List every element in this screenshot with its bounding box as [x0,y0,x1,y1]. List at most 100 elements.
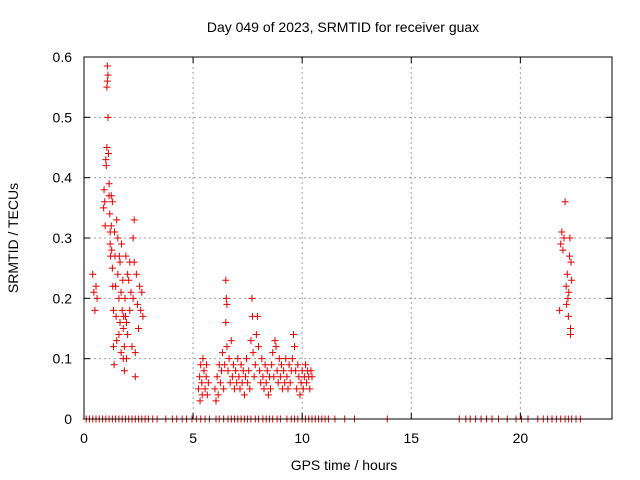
data-point [563,270,571,278]
data-point [560,234,568,242]
data-point [289,331,297,339]
data-point [203,361,211,369]
x-tick-label: 10 [294,430,310,446]
data-point [101,222,109,230]
data-point [220,385,228,393]
data-point [101,198,109,206]
data-point [224,367,232,375]
data-point [286,379,294,387]
y-tick-label: 0.6 [53,49,73,65]
data-point [100,204,108,212]
data-point [237,361,245,369]
data-point [276,373,284,381]
data-point [91,306,99,314]
data-point [556,306,564,314]
data-point [256,367,264,375]
data-point [225,355,233,363]
data-point [308,373,316,381]
data-point [307,367,315,375]
data-point [227,337,235,345]
data-point [115,294,123,302]
data-point [255,343,263,351]
data-point [127,288,135,296]
data-point [561,198,569,206]
data-point [559,246,567,254]
data-point [135,325,143,332]
axis-ticks: 0 0.1 0.2 0.3 0.4 0.5 0.6 0 5 10 15 20 [53,49,612,446]
data-point [107,192,115,200]
data-point [121,312,129,320]
data-point [121,294,129,302]
data-point [565,288,573,296]
data-point [564,294,572,302]
data-point [124,331,132,339]
data-point [106,240,114,248]
data-point [108,198,116,206]
data-point [196,373,204,381]
data-point [112,312,120,320]
data-point [214,391,222,399]
data-point [114,270,122,278]
data-point [275,355,283,363]
data-point [113,216,121,224]
data-point [196,397,204,405]
data-point [306,385,314,393]
x-axis-label: GPS time / hours [291,457,398,473]
data-point [92,282,100,290]
data-point [115,252,123,260]
data-point [245,367,253,375]
data-point [263,367,271,375]
data-point [562,282,570,290]
data-point [119,325,127,332]
data-point [223,300,231,308]
data-point [120,343,128,351]
data-point [294,361,302,369]
data-point [104,71,112,79]
data-point [285,361,293,369]
data-point [240,391,248,399]
data-point [564,312,572,320]
data-point [284,385,292,393]
data-point [229,361,237,369]
data-point [130,258,138,266]
data-point [274,379,282,387]
data-point [139,312,147,320]
y-tick-label: 0.4 [53,170,73,186]
data-point [123,318,131,326]
data-point [199,355,207,363]
data-point [243,355,251,363]
data-point [221,361,229,369]
data-point [288,355,296,363]
x-tick-label: 20 [513,430,529,446]
data-point [203,391,211,399]
data-point [111,228,119,236]
data-point [222,318,230,326]
data-point [236,385,244,393]
data-point [567,331,575,339]
data-point [110,361,118,369]
data-point [271,337,279,345]
y-tick-label: 0 [64,411,72,427]
data-point [292,367,300,375]
data-point [116,258,124,266]
data-point [234,355,242,363]
data-point [89,270,97,278]
data-point [293,385,301,393]
data-point [267,385,275,393]
data-point [567,258,575,266]
data-point [261,361,269,369]
data-point [563,300,571,308]
data-point [251,361,259,369]
data-point [211,385,219,393]
data-point [235,373,243,381]
data-point [103,62,111,70]
data-point [268,361,276,369]
data-point [299,385,307,393]
chart-title: Day 049 of 2023, SRMTID for receiver gua… [207,19,479,35]
data-point [106,210,114,218]
data-point [136,282,144,290]
data-point [132,270,140,278]
data-point [232,367,240,375]
data-point [264,391,272,399]
data-point [133,300,141,308]
